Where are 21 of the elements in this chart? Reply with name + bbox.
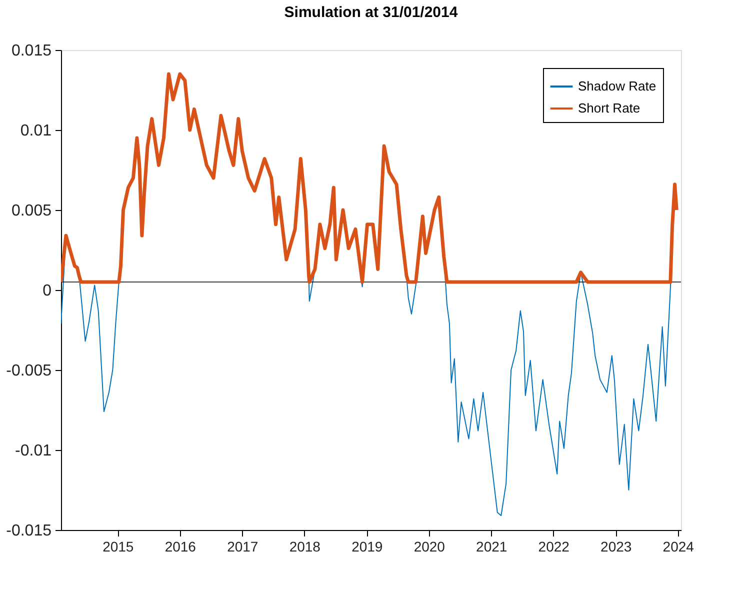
y-tick-label: 0.015	[11, 42, 52, 60]
y-tick-label: -0.005	[6, 362, 52, 380]
chart-title: Simulation at 31/01/2014	[284, 4, 458, 21]
x-tick-label: 2017	[227, 538, 258, 554]
y-tick-label: -0.015	[6, 522, 52, 540]
y-tick-label: 0	[42, 282, 52, 300]
y-tick-label: 0.01	[20, 122, 52, 140]
x-tick-label: 2021	[476, 538, 508, 554]
line-series	[61, 72, 678, 284]
x-tick-label: 2020	[414, 538, 446, 554]
x-tick-label: 2015	[102, 538, 134, 554]
y-tick-label: -0.01	[15, 442, 52, 460]
x-tick-label: 2022	[538, 538, 570, 554]
x-tick-label: 2018	[289, 538, 321, 554]
legend-label: Short Rate	[578, 100, 640, 116]
x-tick-label: 2019	[352, 538, 383, 554]
x-tick-label: 2024	[662, 538, 694, 554]
x-tick-label: 2023	[600, 538, 632, 554]
legend-label: Shadow Rate	[578, 78, 656, 94]
y-tick-label: 0.005	[11, 202, 52, 220]
x-tick-label: 2016	[164, 538, 196, 554]
